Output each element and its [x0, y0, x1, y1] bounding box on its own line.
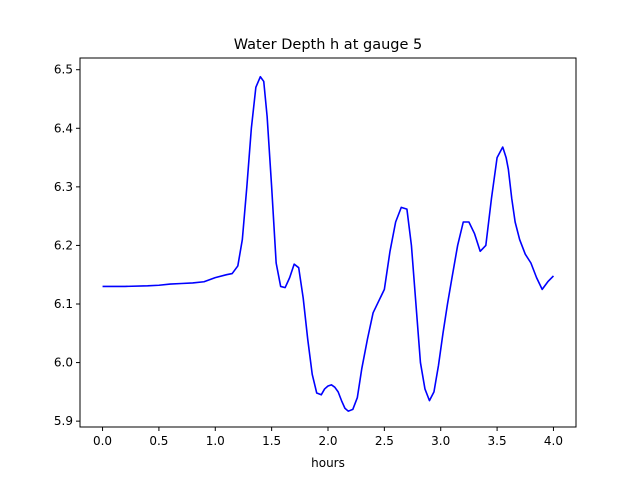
- x-axis: 0.0 0.5 1.0 1.5 2.0 2.5 3.0 3.5 4.0: [93, 427, 563, 448]
- plot-frame: [79, 57, 577, 428]
- series-layer: [102, 75, 555, 412]
- x-tick-label: 0.0: [93, 434, 112, 448]
- x-tick-label: 2.0: [318, 434, 337, 448]
- y-tick-label: 6.1: [54, 297, 73, 311]
- x-tick-label: 1.0: [206, 434, 225, 448]
- x-tick-label: 3.0: [431, 434, 450, 448]
- y-axis: 5.9 6.0 6.1 6.2 6.3 6.4 6.5: [54, 63, 80, 428]
- y-tick-label: 5.9: [54, 414, 73, 428]
- x-axis-label: hours: [311, 456, 345, 470]
- y-tick-label: 6.2: [54, 238, 73, 252]
- x-tick-label: 1.5: [262, 434, 281, 448]
- y-tick-label: 6.0: [54, 356, 73, 370]
- x-tick-label: 2.5: [375, 434, 394, 448]
- series-line-1: [102, 75, 555, 412]
- x-tick-label: 0.5: [149, 434, 168, 448]
- y-tick-label: 6.4: [54, 121, 73, 135]
- chart-title: Water Depth h at gauge 5: [234, 37, 422, 53]
- y-tick-label: 6.5: [54, 63, 73, 77]
- x-tick-label: 3.5: [488, 434, 507, 448]
- y-tick-label: 6.3: [54, 180, 73, 194]
- x-tick-label: 4.0: [544, 434, 563, 448]
